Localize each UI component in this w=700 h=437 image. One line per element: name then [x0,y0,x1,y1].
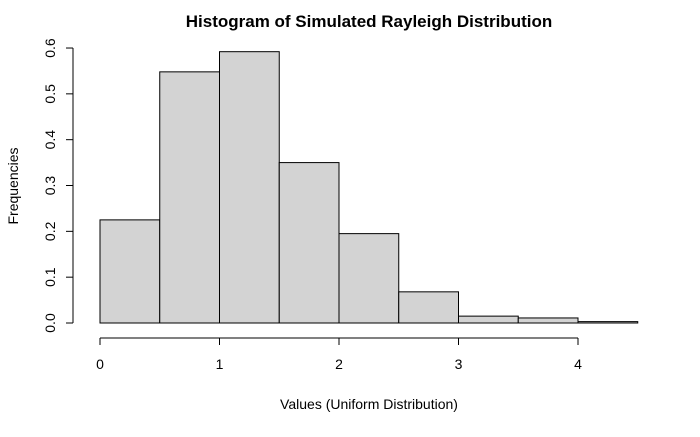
x-axis-label: Values (Uniform Distribution) [280,396,458,412]
y-tick-label-4: 0.4 [42,130,58,150]
bars-group [99,51,639,324]
histogram-bar-2 [219,51,280,324]
x-tick-label-1: 1 [216,356,224,372]
x-tick-label-0: 0 [96,356,104,372]
y-tick-label-2: 0.2 [42,221,58,241]
y-tick-label-0: 0.0 [42,313,58,333]
y-tick-label-6: 0.6 [42,38,58,58]
histogram-bar-0 [99,219,161,324]
y-tick-label-1: 0.1 [42,267,58,287]
histogram-bar-7 [517,317,579,324]
x-tick-label-2: 2 [335,356,343,372]
histogram-bar-3 [278,162,340,324]
y-tick-label-3: 0.3 [42,176,58,196]
chart-title: Histogram of Simulated Rayleigh Distribu… [186,12,552,31]
histogram-bar-6 [458,315,519,324]
y-tick-label-5: 0.5 [42,84,58,104]
histogram-bar-4 [338,233,400,324]
y-axis-label: Frequencies [5,147,21,224]
histogram-bar-8 [577,321,639,324]
x-axis: 0 1 2 3 4 [96,337,582,372]
y-axis: 0.0 0.1 0.2 0.3 0.4 0.5 0.6 [42,38,74,333]
histogram-bar-5 [398,291,459,324]
histogram-bar-1 [159,71,220,324]
x-tick-label-4: 4 [574,356,582,372]
x-tick-label-3: 3 [455,356,463,372]
